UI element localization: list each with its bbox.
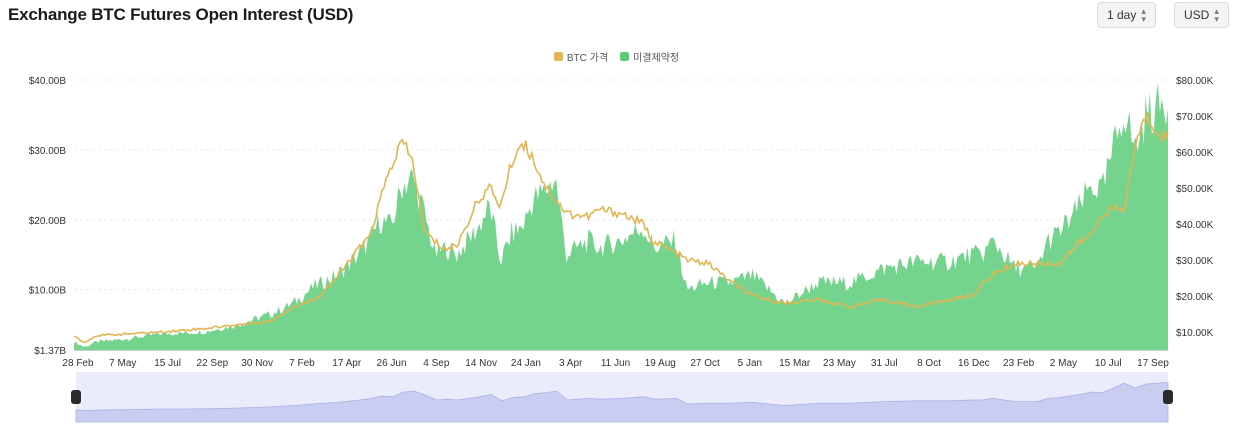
x-tick-label: 14 Nov bbox=[465, 358, 497, 369]
chevron-updown-icon: ▴ ▾ bbox=[1141, 6, 1146, 24]
series-open-interest-area bbox=[74, 83, 1168, 350]
legend-swatch-price bbox=[553, 52, 563, 61]
x-tick-label: 7 Feb bbox=[289, 358, 315, 369]
x-tick-label: 16 Dec bbox=[958, 358, 990, 369]
y-left-tick-label: $10.00B bbox=[29, 286, 67, 297]
page-title: Exchange BTC Futures Open Interest (USD) bbox=[8, 5, 354, 24]
x-tick-label: 17 Sep bbox=[1137, 358, 1169, 369]
y-right-tick-label: $80.00K bbox=[1176, 76, 1214, 87]
currency-value: USD bbox=[1184, 8, 1210, 22]
x-tick-label: 11 Jun bbox=[601, 358, 630, 369]
y-right-tick-label: $30.00K bbox=[1176, 256, 1214, 267]
x-tick-label: 19 Aug bbox=[645, 358, 676, 369]
x-tick-label: 5 Jan bbox=[738, 358, 762, 369]
x-tick-label: 7 May bbox=[109, 358, 136, 369]
legend-item-price[interactable]: BTC 가격 bbox=[553, 49, 609, 64]
currency-select[interactable]: USD ▴ ▾ bbox=[1174, 2, 1229, 28]
y-left-tick-label: $20.00B bbox=[29, 216, 67, 227]
x-tick-label: 17 Apr bbox=[332, 358, 362, 369]
y-left-tick-label: $1.37B bbox=[34, 346, 66, 357]
y-right-tick-label: $70.00K bbox=[1176, 112, 1214, 123]
interval-select[interactable]: 1 day ▴ ▾ bbox=[1097, 2, 1156, 28]
x-tick-label: 4 Sep bbox=[423, 358, 450, 369]
legend-label-price: BTC 가격 bbox=[566, 53, 609, 64]
y-right-tick-label: $40.00K bbox=[1176, 220, 1214, 231]
navigator-series-area bbox=[75, 381, 1169, 423]
x-tick-label: 27 Oct bbox=[690, 358, 720, 369]
series-btc-price-line bbox=[73, 112, 1169, 344]
y-right-tick-label: $60.00K bbox=[1176, 148, 1214, 159]
x-tick-label: 24 Jan bbox=[511, 358, 541, 369]
y-left-tick-label: $40.00B bbox=[29, 76, 67, 87]
y-right-tick-label: $20.00K bbox=[1176, 292, 1214, 303]
chart-legend: BTC 가격 미결제약정 bbox=[0, 49, 1233, 64]
x-tick-label: 28 Feb bbox=[62, 358, 94, 369]
chevron-updown-icon: ▴ ▾ bbox=[1214, 6, 1219, 24]
x-tick-label: 31 Jul bbox=[871, 358, 898, 369]
navigator-handle-left[interactable] bbox=[71, 390, 81, 404]
x-tick-label: 22 Sep bbox=[197, 358, 229, 369]
legend-swatch-oi bbox=[620, 52, 630, 61]
x-tick-label: 2 May bbox=[1050, 358, 1077, 369]
x-tick-label: 3 Apr bbox=[559, 358, 583, 369]
x-tick-label: 23 May bbox=[823, 358, 856, 369]
interval-value: 1 day bbox=[1107, 8, 1137, 22]
y-right-tick-label: $10.00K bbox=[1176, 328, 1214, 339]
x-tick-label: 10 Jul bbox=[1095, 358, 1122, 369]
x-tick-label: 8 Oct bbox=[917, 358, 941, 369]
y-right-tick-label: $50.00K bbox=[1176, 184, 1214, 195]
x-tick-label: 26 Jun bbox=[377, 358, 407, 369]
x-tick-label: 23 Feb bbox=[1003, 358, 1035, 369]
navigator-handle-right[interactable] bbox=[1163, 390, 1173, 404]
legend-item-oi[interactable]: 미결제약정 bbox=[620, 49, 679, 64]
y-left-tick-label: $30.00B bbox=[29, 146, 67, 157]
x-tick-label: 15 Jul bbox=[154, 358, 181, 369]
x-tick-label: 15 Mar bbox=[779, 358, 811, 369]
legend-label-oi: 미결제약정 bbox=[633, 53, 680, 64]
x-tick-label: 30 Nov bbox=[241, 358, 273, 369]
